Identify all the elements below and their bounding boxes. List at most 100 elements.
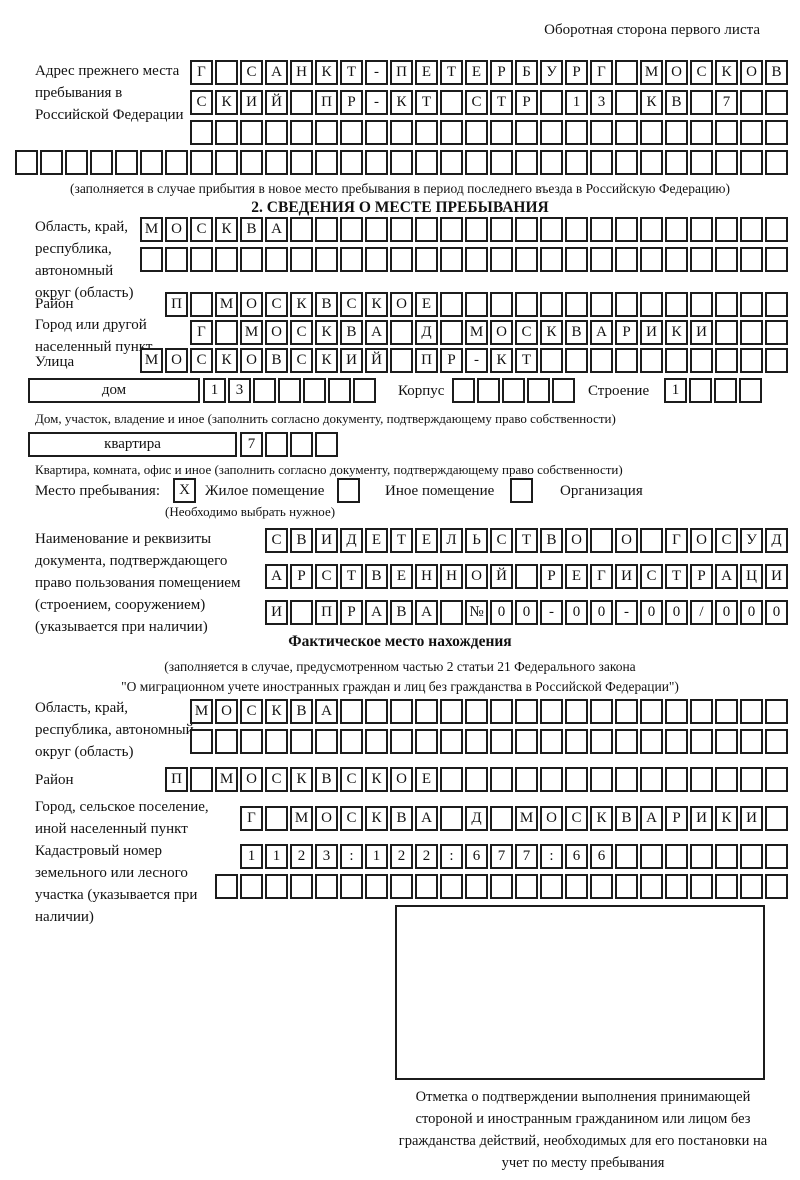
char-cell[interactable] [740, 348, 763, 373]
char-cell[interactable] [689, 378, 712, 403]
char-cell[interactable]: Р [340, 600, 363, 625]
char-cell[interactable] [765, 217, 788, 242]
char-cell[interactable]: В [665, 90, 688, 115]
char-cell[interactable]: Г [190, 320, 213, 345]
char-cell[interactable] [190, 767, 213, 792]
char-cell[interactable] [765, 348, 788, 373]
char-cell[interactable] [715, 767, 738, 792]
char-cell[interactable] [540, 348, 563, 373]
char-cell[interactable] [515, 767, 538, 792]
char-cell[interactable] [565, 217, 588, 242]
char-cell[interactable]: С [290, 348, 313, 373]
char-cell[interactable] [490, 806, 513, 831]
char-cell[interactable] [215, 60, 238, 85]
char-cell[interactable]: О [390, 767, 413, 792]
char-cell[interactable]: С [490, 528, 513, 553]
char-cell[interactable] [715, 150, 738, 175]
char-cell[interactable]: М [515, 806, 538, 831]
char-cell[interactable]: К [640, 90, 663, 115]
char-cell[interactable] [690, 150, 713, 175]
char-cell[interactable] [490, 217, 513, 242]
char-cell[interactable] [15, 150, 38, 175]
char-cell[interactable] [240, 874, 263, 899]
char-cell[interactable] [590, 699, 613, 724]
char-cell[interactable] [190, 729, 213, 754]
char-cell[interactable]: Г [665, 528, 688, 553]
char-cell[interactable] [540, 247, 563, 272]
char-cell[interactable]: С [265, 767, 288, 792]
char-cell[interactable] [215, 247, 238, 272]
char-cell[interactable] [690, 292, 713, 317]
char-cell[interactable] [640, 699, 663, 724]
char-cell[interactable]: О [240, 292, 263, 317]
char-cell[interactable]: А [365, 600, 388, 625]
char-cell[interactable]: Р [615, 320, 638, 345]
char-cell[interactable]: Д [465, 806, 488, 831]
char-cell[interactable] [765, 247, 788, 272]
char-cell[interactable]: 1 [565, 90, 588, 115]
char-cell[interactable] [315, 729, 338, 754]
char-cell[interactable]: Е [390, 564, 413, 589]
char-cell[interactable] [490, 729, 513, 754]
char-cell[interactable]: В [390, 806, 413, 831]
char-cell[interactable] [565, 247, 588, 272]
char-cell[interactable]: К [665, 320, 688, 345]
char-cell[interactable] [590, 247, 613, 272]
char-cell[interactable]: 1 [664, 378, 687, 403]
char-cell[interactable] [515, 874, 538, 899]
char-cell[interactable] [715, 120, 738, 145]
char-cell[interactable] [590, 528, 613, 553]
char-cell[interactable]: А [590, 320, 613, 345]
char-cell[interactable] [640, 150, 663, 175]
char-cell[interactable]: А [365, 320, 388, 345]
char-cell[interactable]: / [690, 600, 713, 625]
char-cell[interactable]: - [365, 60, 388, 85]
char-cell[interactable]: И [690, 806, 713, 831]
char-cell[interactable] [465, 767, 488, 792]
char-cell[interactable] [640, 348, 663, 373]
char-cell[interactable] [527, 378, 550, 403]
char-cell[interactable] [465, 247, 488, 272]
char-cell[interactable]: Е [415, 528, 438, 553]
char-cell[interactable] [765, 874, 788, 899]
char-cell[interactable] [390, 729, 413, 754]
char-cell[interactable] [715, 348, 738, 373]
char-cell[interactable]: Т [515, 528, 538, 553]
char-cell[interactable]: Т [415, 90, 438, 115]
char-cell[interactable] [765, 806, 788, 831]
char-cell[interactable]: У [540, 60, 563, 85]
char-cell[interactable] [590, 120, 613, 145]
char-cell[interactable]: К [290, 292, 313, 317]
char-cell[interactable]: М [140, 217, 163, 242]
char-cell[interactable]: В [315, 292, 338, 317]
char-cell[interactable]: В [265, 348, 288, 373]
char-cell[interactable]: Б [515, 60, 538, 85]
char-cell[interactable]: М [215, 292, 238, 317]
char-cell[interactable] [765, 729, 788, 754]
char-cell[interactable] [640, 217, 663, 242]
char-cell[interactable] [740, 120, 763, 145]
char-cell[interactable] [540, 729, 563, 754]
char-cell[interactable] [714, 378, 737, 403]
char-cell[interactable] [365, 120, 388, 145]
char-cell[interactable]: О [315, 806, 338, 831]
char-cell[interactable] [690, 120, 713, 145]
char-cell[interactable] [390, 217, 413, 242]
char-cell[interactable]: 3 [315, 844, 338, 869]
char-cell[interactable] [415, 247, 438, 272]
char-cell[interactable]: М [290, 806, 313, 831]
char-cell[interactable]: Р [440, 348, 463, 373]
char-cell[interactable] [440, 320, 463, 345]
char-cell[interactable] [340, 120, 363, 145]
char-cell[interactable]: А [265, 217, 288, 242]
char-cell[interactable] [690, 874, 713, 899]
char-cell[interactable] [315, 874, 338, 899]
char-cell[interactable]: Г [190, 60, 213, 85]
char-cell[interactable] [515, 729, 538, 754]
char-cell[interactable]: С [290, 320, 313, 345]
char-cell[interactable]: К [315, 320, 338, 345]
char-cell[interactable] [340, 150, 363, 175]
char-cell[interactable]: - [465, 348, 488, 373]
